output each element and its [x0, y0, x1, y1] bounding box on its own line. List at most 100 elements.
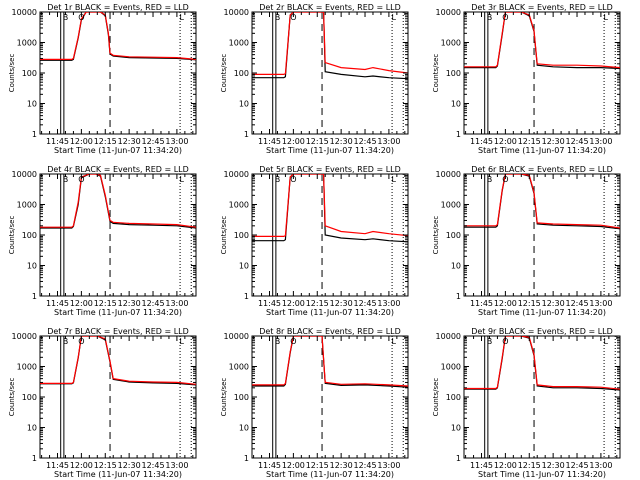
y-tick-label: 1000	[229, 39, 249, 48]
x-axis-label: Start Time (11-Jun-07 11:34:20)	[478, 146, 606, 155]
y-tick-label: 1000	[17, 201, 37, 210]
detector-panel-8: 1 10 100 1000 10000 11:45 12:00 12:15 12:30 12:45…	[220, 327, 409, 479]
x-tick-label: 12:00	[70, 461, 93, 470]
y-axis-label: Counts/sec	[8, 216, 16, 255]
x-tick-label: 12:15	[94, 137, 117, 146]
x-tick-label: 12:30	[330, 461, 353, 470]
marker-letter-b: B	[487, 337, 493, 346]
x-tick-label: 12:30	[118, 461, 141, 470]
y-tick-label: 10000	[224, 8, 249, 17]
x-tick-label: 12:00	[70, 299, 93, 308]
y-tick-label: 100	[234, 69, 249, 78]
lld-series-line	[252, 12, 408, 76]
y-tick-label: 1	[244, 130, 249, 139]
marker-letter-o: O	[290, 175, 296, 184]
x-tick-label: 12:00	[494, 461, 517, 470]
y-tick-label: 10	[451, 262, 461, 271]
x-axis-label: Start Time (11-Jun-07 11:34:20)	[54, 308, 182, 317]
y-tick-label: 100	[446, 231, 461, 240]
x-tick-label: 11:45	[470, 299, 493, 308]
lld-series-line	[40, 12, 196, 61]
x-tick-label: 12:45	[565, 137, 588, 146]
y-tick-label: 10	[451, 424, 461, 433]
x-tick-label: 12:30	[118, 137, 141, 146]
lld-series-line	[252, 174, 408, 237]
panel-title: Det 9r BLACK = Events, RED = LLD	[471, 327, 613, 336]
x-tick-label: 12:00	[70, 137, 93, 146]
y-tick-label: 10000	[436, 170, 461, 179]
x-tick-label: 12:00	[282, 137, 305, 146]
y-tick-label: 10	[27, 100, 37, 109]
y-axis-label: Counts/sec	[8, 378, 16, 417]
y-tick-label: 100	[22, 393, 37, 402]
y-tick-label: 10	[451, 100, 461, 109]
marker-letter-l: L	[179, 337, 184, 346]
x-tick-label: 12:15	[518, 137, 541, 146]
x-tick-label: 13:00	[589, 137, 612, 146]
marker-letter-l: L	[603, 337, 608, 346]
lld-series-line	[40, 336, 196, 385]
marker-letter-l: L	[179, 13, 184, 22]
lld-series-line	[464, 12, 620, 69]
marker-letter-b: B	[275, 175, 281, 184]
y-tick-label: 1	[32, 292, 37, 301]
y-tick-label: 100	[22, 231, 37, 240]
y-axis-label: Counts/sec	[220, 378, 228, 417]
y-tick-label: 1000	[441, 39, 461, 48]
panel-title: Det 3r BLACK = Events, RED = LLD	[471, 3, 613, 12]
x-tick-label: 13:00	[377, 299, 400, 308]
x-tick-label: 12:30	[542, 137, 565, 146]
marker-letter-b: B	[63, 175, 69, 184]
detector-panel-6: 1 10 100 1000 10000 11:45 12:00 12:15 12:30 12:45…	[432, 165, 621, 317]
x-tick-label: 13:00	[589, 299, 612, 308]
x-tick-label: 13:00	[165, 461, 188, 470]
x-tick-label: 11:45	[258, 137, 281, 146]
x-tick-label: 11:45	[470, 137, 493, 146]
y-tick-label: 10000	[12, 332, 37, 341]
x-tick-label: 13:00	[377, 461, 400, 470]
x-tick-label: 12:45	[353, 461, 376, 470]
y-tick-label: 1	[244, 454, 249, 463]
x-tick-label: 12:45	[565, 461, 588, 470]
marker-letter-l: L	[391, 337, 396, 346]
x-tick-label: 11:45	[470, 461, 493, 470]
marker-letter-l: L	[391, 13, 396, 22]
x-tick-label: 11:45	[258, 299, 281, 308]
y-axis-label: Counts/sec	[220, 216, 228, 255]
marker-letter-o: O	[78, 337, 84, 346]
y-tick-label: 1000	[17, 39, 37, 48]
x-tick-label: 11:45	[46, 461, 69, 470]
x-tick-label: 12:45	[141, 137, 164, 146]
lld-series-line	[252, 336, 408, 387]
panel-title: Det 2r BLACK = Events, RED = LLD	[259, 3, 401, 12]
panel-title: Det 8r BLACK = Events, RED = LLD	[259, 327, 401, 336]
y-tick-label: 1000	[229, 201, 249, 210]
y-tick-label: 10	[27, 262, 37, 271]
x-tick-label: 12:30	[330, 137, 353, 146]
y-tick-label: 10000	[224, 170, 249, 179]
x-axis-label: Start Time (11-Jun-07 11:34:20)	[478, 308, 606, 317]
detector-panel-5: 1 10 100 1000 10000 11:45 12:00 12:15 12:30 12:45…	[220, 165, 409, 317]
lld-series-line	[464, 336, 620, 390]
marker-letter-l: L	[603, 175, 608, 184]
marker-letter-l: L	[391, 175, 396, 184]
y-tick-label: 10000	[224, 332, 249, 341]
x-tick-label: 13:00	[377, 137, 400, 146]
marker-letter-l: L	[603, 13, 608, 22]
y-tick-label: 10	[239, 100, 249, 109]
lld-series-line	[40, 174, 196, 228]
marker-letter-b: B	[275, 13, 281, 22]
y-tick-label: 1	[244, 292, 249, 301]
y-tick-label: 1	[32, 130, 37, 139]
x-axis-label: Start Time (11-Jun-07 11:34:20)	[266, 470, 394, 479]
x-axis-label: Start Time (11-Jun-07 11:34:20)	[266, 308, 394, 317]
marker-letter-o: O	[290, 13, 296, 22]
panel-title: Det 4r BLACK = Events, RED = LLD	[47, 165, 189, 174]
x-tick-label: 12:15	[94, 299, 117, 308]
x-axis-label: Start Time (11-Jun-07 11:34:20)	[266, 146, 394, 155]
y-tick-label: 1000	[229, 363, 249, 372]
panel-title: Det 6r BLACK = Events, RED = LLD	[471, 165, 613, 174]
detector-panel-9: 1 10 100 1000 10000 11:45 12:00 12:15 12:30 12:45…	[432, 327, 621, 479]
y-tick-label: 10000	[12, 8, 37, 17]
